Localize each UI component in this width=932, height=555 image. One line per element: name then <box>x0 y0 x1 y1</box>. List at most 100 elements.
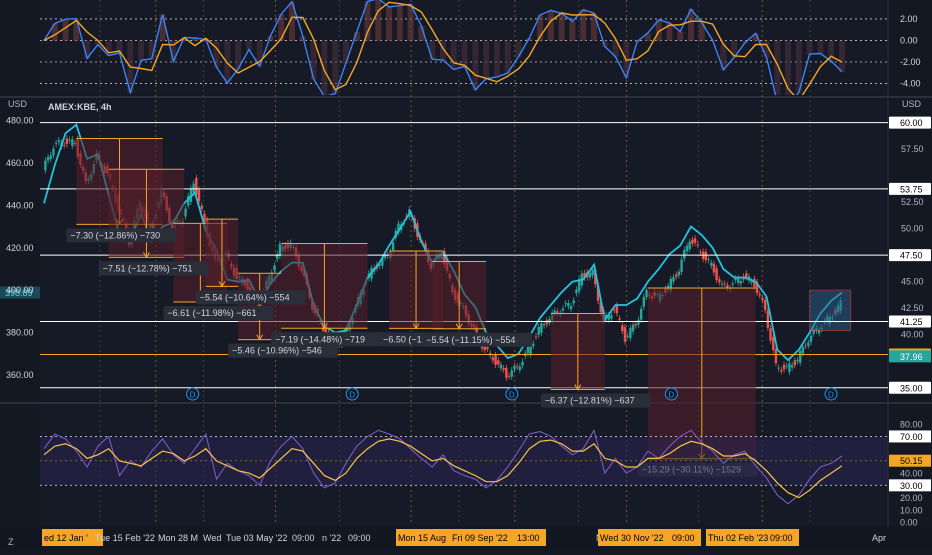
time-axis-label[interactable]: 09:00 <box>672 533 695 543</box>
candle-body <box>526 347 530 354</box>
level-price-label: 35.00 <box>900 383 923 393</box>
time-axis-label[interactable]: n '22 <box>322 533 341 543</box>
rsi-tick-label: 80.00 <box>900 420 923 430</box>
candle-body <box>499 364 503 369</box>
zoom-button[interactable]: Z <box>8 537 14 547</box>
measure-label-box <box>271 332 382 347</box>
level-price-label: 60.00 <box>900 118 923 128</box>
time-axis-label[interactable]: 09:00 <box>770 533 793 543</box>
time-label-highlight <box>768 529 799 546</box>
oscillator-histogram-bar <box>138 40 145 61</box>
candle-body <box>720 283 724 285</box>
time-axis-label[interactable]: Apr <box>872 533 886 543</box>
measure-arrow-head <box>143 252 150 259</box>
candle-body <box>793 360 797 366</box>
time-axis-label[interactable]: Tue 15 Feb '22 <box>95 533 155 543</box>
candle-body <box>49 155 52 160</box>
dividend-icon-label: D <box>190 391 196 400</box>
candle-body <box>615 305 619 314</box>
time-axis-label[interactable]: Wed <box>203 533 221 543</box>
time-axis-label[interactable]: Wed 30 Nov '22 <box>600 533 664 543</box>
oscillator-histogram-bar <box>396 5 403 41</box>
candle-body <box>569 306 573 310</box>
candle-body <box>610 315 613 319</box>
candle-body <box>777 367 780 369</box>
candle-body <box>817 330 821 334</box>
projection-box[interactable] <box>809 289 852 331</box>
candle-body <box>639 308 643 320</box>
time-axis-label[interactable]: 09:00 <box>348 533 371 543</box>
oscillator-tick-label: 2.00 <box>900 14 918 24</box>
time-axis-label[interactable]: Mon 28 M <box>158 533 198 543</box>
time-axis-label[interactable]: Tue 03 May '22 <box>226 533 287 543</box>
time-axis-label[interactable]: ed 12 Jan ' <box>44 533 88 543</box>
candle-body <box>691 239 694 244</box>
candle-body <box>790 365 794 368</box>
oscillator-histogram-bar <box>51 23 58 41</box>
oscillator-tick-label: -4.00 <box>900 79 921 89</box>
candle-body <box>626 335 629 337</box>
candle-body <box>612 309 616 311</box>
candle-body <box>378 264 381 266</box>
candle-body <box>273 265 276 271</box>
oscillator-tick-label: 0.00 <box>900 35 918 45</box>
dividend-icon[interactable] <box>186 387 200 401</box>
right-axis-tick-label: 40.00 <box>901 330 924 340</box>
candle-body <box>707 259 710 261</box>
candle-body <box>710 262 713 266</box>
candle-body <box>381 257 384 266</box>
candle-body <box>745 273 748 278</box>
candle-body <box>195 177 198 195</box>
candle-body <box>443 251 446 265</box>
rsi-tick-label: 10.00 <box>900 505 923 515</box>
time-label-highlight <box>42 529 103 546</box>
candle-body <box>715 268 718 281</box>
time-axis-label[interactable]: 13:00 <box>517 533 540 543</box>
oscillator-histogram-bar <box>321 40 328 95</box>
measure-tools[interactable]: −7.30 (−12.86%) −730 −7.51 (−12.78%) −751… <box>66 138 759 477</box>
dividend-icon-label: D <box>668 391 674 400</box>
dividend-icon[interactable] <box>664 387 678 401</box>
level-price-tag <box>889 249 931 262</box>
level-price-label: 53.75 <box>900 184 923 194</box>
candle-body <box>674 274 678 277</box>
time-axis-label[interactable]: Thu 02 Feb '23 <box>708 533 768 543</box>
oscillator-histogram-bar <box>386 6 393 41</box>
oscillator-histogram-bar <box>450 40 457 71</box>
dividend-icon[interactable] <box>505 387 519 401</box>
time-axis[interactable]: ed 12 Jan ' Tue 15 Feb '22 Mon 28 M Wed Tue … <box>0 527 932 550</box>
candle-body <box>588 272 592 278</box>
symbol-title[interactable]: AMEX:KBE, 4h <box>48 102 112 112</box>
oscillator-histogram-bar <box>342 40 349 64</box>
candle-body <box>753 278 756 288</box>
dividend-icon-label: D <box>509 391 515 400</box>
candle-body <box>505 367 508 378</box>
oscillator-histogram-bar <box>429 40 436 60</box>
candle-body <box>618 318 621 320</box>
oscillator-histogram-bar <box>839 40 845 73</box>
oscillator-histogram-bar <box>461 40 468 67</box>
time-axis-label[interactable]: Fri 09 Sep '22 <box>452 533 508 543</box>
candle-body <box>537 327 540 336</box>
candle-body <box>397 223 400 233</box>
measure-arrow-head <box>412 323 420 330</box>
candle-body <box>599 301 602 313</box>
candle-body <box>540 323 543 334</box>
dividend-icon[interactable] <box>824 387 838 401</box>
oscillator-histogram-bar <box>795 40 802 93</box>
candle-body <box>529 345 532 355</box>
left-axis-tick-label: 440.00 <box>6 200 34 210</box>
oscillator-histogram-bar <box>547 10 554 41</box>
measure-label: −7.19 (−14.48%) −719 <box>275 334 365 344</box>
dividend-icon[interactable] <box>345 387 359 401</box>
time-axis-label[interactable]: 09:00 <box>292 533 315 543</box>
candle-body <box>621 325 624 332</box>
candle-body <box>189 188 193 202</box>
measure-arrow-head <box>455 323 463 330</box>
time-axis-label[interactable]: Mon 15 Aug <box>398 533 446 543</box>
time-label-highlight <box>450 529 526 546</box>
current-price-label: 37.96 <box>900 352 923 362</box>
oscillator-histogram-bar <box>213 40 220 68</box>
